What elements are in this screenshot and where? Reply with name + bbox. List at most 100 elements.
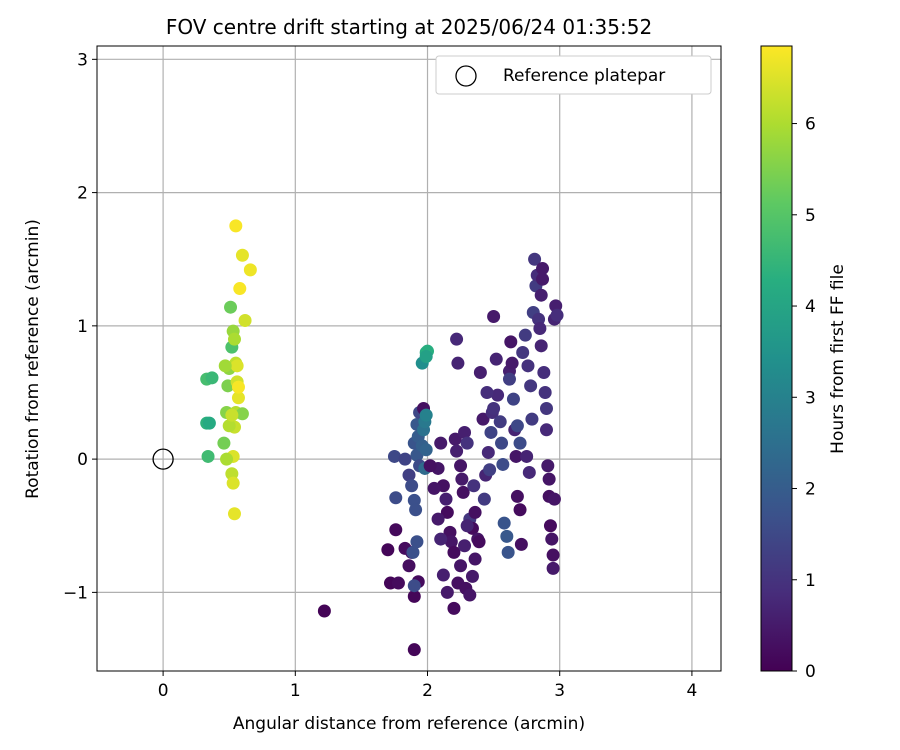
scatter-point xyxy=(201,449,215,463)
scatter-point xyxy=(546,548,560,562)
scatter-point xyxy=(444,535,458,549)
scatter-point xyxy=(468,552,482,566)
colorbar-label: Hours from first FF file xyxy=(828,264,848,454)
scatter-point xyxy=(518,328,532,342)
scatter-point xyxy=(407,589,421,603)
scatter-point xyxy=(465,569,479,583)
scatter-point xyxy=(451,356,465,370)
scatter-point xyxy=(538,385,552,399)
scatter-point xyxy=(539,423,553,437)
x-axis-ticks: 0 1 2 3 4 xyxy=(158,671,697,701)
scatter-point xyxy=(547,492,561,506)
y-axis-ticks: −1 0 1 2 3 xyxy=(63,50,97,603)
scatter-point xyxy=(545,532,559,546)
reference-point xyxy=(152,448,174,470)
colorbar-ticks: 0 1 2 3 4 5 6 xyxy=(792,115,816,682)
chart-title: FOV centre drift starting at 2025/06/24 … xyxy=(166,15,652,39)
scatter-point xyxy=(405,479,419,493)
scatter-point xyxy=(235,407,249,421)
scatter-point xyxy=(205,371,219,385)
colorbar-tick-label: 6 xyxy=(805,115,816,135)
scatter-point xyxy=(483,463,497,477)
scatter-point xyxy=(407,643,421,657)
scatter-point xyxy=(539,401,553,415)
scatter-point xyxy=(493,415,507,429)
scatter-point xyxy=(389,491,403,505)
scatter-point xyxy=(434,436,448,450)
scatter-point xyxy=(481,445,495,459)
scatter-point xyxy=(524,379,538,393)
scatter-point xyxy=(473,365,487,379)
scatter-point xyxy=(402,468,416,482)
x-tick-label: 2 xyxy=(422,681,433,701)
data-points xyxy=(200,219,564,657)
scatter-point xyxy=(509,449,523,463)
scatter-point xyxy=(536,272,550,286)
scatter-point xyxy=(419,408,433,422)
y-tick-label: 2 xyxy=(77,184,88,204)
scatter-point xyxy=(217,436,231,450)
scatter-point xyxy=(440,585,454,599)
scatter-point xyxy=(238,314,252,328)
scatter-point xyxy=(447,601,461,615)
scatter-point xyxy=(231,380,245,394)
scatter-point xyxy=(229,219,243,233)
scatter-point xyxy=(497,516,511,530)
colorbar-tick-label: 3 xyxy=(805,388,816,408)
scatter-point xyxy=(224,300,238,314)
scatter-point xyxy=(522,465,536,479)
scatter-point xyxy=(450,444,464,458)
plot-frame xyxy=(96,45,722,672)
scatter-point xyxy=(458,539,472,553)
scatter-point xyxy=(222,419,236,433)
scatter-point xyxy=(410,535,424,549)
scatter-point xyxy=(387,449,401,463)
scatter-point xyxy=(487,401,501,415)
scatter-point xyxy=(447,545,461,559)
scatter-point xyxy=(431,512,445,526)
scatter-point xyxy=(458,425,472,439)
scatter-point xyxy=(514,537,528,551)
colorbar xyxy=(760,45,793,672)
scatter-point xyxy=(419,350,433,364)
scatter-point xyxy=(500,529,514,543)
scatter-point xyxy=(510,419,524,433)
colorbar-tick-label: 2 xyxy=(805,480,816,500)
scatter-point xyxy=(484,425,498,439)
scatter-point xyxy=(468,505,482,519)
scatter-point xyxy=(423,459,437,473)
scatter-point xyxy=(513,436,527,450)
scatter-point xyxy=(546,561,560,575)
scatter-point xyxy=(233,282,247,296)
scatter-point xyxy=(513,503,527,517)
scatter-point xyxy=(472,535,486,549)
scatter-point xyxy=(230,359,244,373)
scatter-point xyxy=(495,436,509,450)
scatter-point xyxy=(491,388,505,402)
legend: Reference platepar xyxy=(435,55,712,95)
scatter-point xyxy=(525,412,539,426)
y-tick-label: 3 xyxy=(77,50,88,70)
scatter-point xyxy=(487,310,501,324)
scatter-point xyxy=(220,452,234,466)
scatter-point xyxy=(243,263,257,277)
grid-lines xyxy=(97,46,721,671)
scatter-point xyxy=(218,359,232,373)
scatter-point xyxy=(536,262,550,276)
scatter-point xyxy=(406,545,420,559)
scatter-point xyxy=(504,335,518,349)
scatter-point xyxy=(455,472,469,486)
scatter-point xyxy=(502,372,516,386)
scatter-point xyxy=(463,588,477,602)
scatter-point xyxy=(454,459,468,473)
scatter-point xyxy=(227,332,241,346)
scatter-point xyxy=(317,604,331,618)
scatter-point xyxy=(454,559,468,573)
legend-box xyxy=(435,55,712,95)
scatter-point xyxy=(467,479,481,493)
x-tick-label: 0 xyxy=(158,681,169,701)
scatter-point xyxy=(534,288,548,302)
scatter-point xyxy=(434,532,448,546)
scatter-point xyxy=(436,568,450,582)
